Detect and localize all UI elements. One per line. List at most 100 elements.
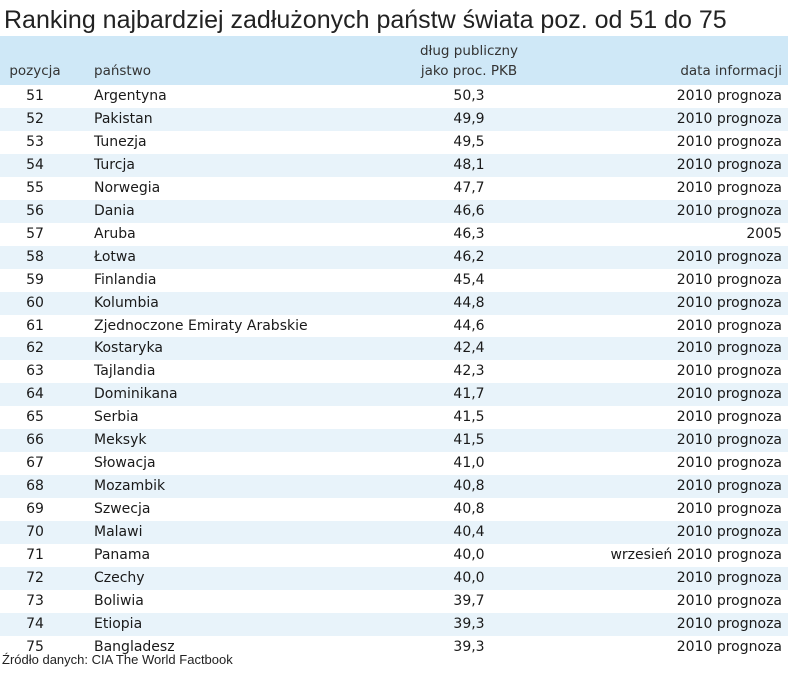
cell-debt: 49,5 <box>376 130 562 154</box>
cell-date: 2010 prognoza <box>562 314 788 338</box>
cell-country: Kolumbia <box>70 291 376 315</box>
table-row: 57 Aruba 46,3 2005 <box>0 222 788 246</box>
cell-debt: 39,3 <box>376 635 562 659</box>
cell-date: 2010 prognoza <box>562 589 788 613</box>
table-row: 53 Tunezja 49,5 2010 prognoza <box>0 130 788 154</box>
column-header-debt-line1: dług publiczny <box>419 43 519 59</box>
cell-date: 2010 prognoza <box>562 199 788 223</box>
table-row: 74 Etiopia 39,3 2010 prognoza <box>0 612 788 636</box>
cell-date: 2005 <box>562 222 788 246</box>
cell-debt: 39,3 <box>376 612 562 636</box>
column-header-debt: dług publiczny jako proc. PKB <box>376 36 562 85</box>
cell-debt: 41,7 <box>376 383 562 407</box>
column-header-position: pozycja <box>0 36 70 85</box>
table-row: 75 Bangladesz 39,3 2010 prognoza <box>0 635 788 659</box>
cell-debt: 39,7 <box>376 589 562 613</box>
cell-date: 2010 prognoza <box>562 498 788 522</box>
table-row: 54 Turcja 48,1 2010 prognoza <box>0 153 788 177</box>
cell-position: 69 <box>0 498 70 522</box>
cell-date: 2010 prognoza <box>562 107 788 131</box>
cell-debt: 50,3 <box>376 85 562 108</box>
cell-position: 74 <box>0 612 70 636</box>
cell-position: 60 <box>0 291 70 315</box>
table-row: 60 Kolumbia 44,8 2010 prognoza <box>0 291 788 315</box>
cell-country: Boliwia <box>70 589 376 613</box>
cell-date: 2010 prognoza <box>562 452 788 476</box>
cell-date: 2010 prognoza <box>562 612 788 636</box>
cell-debt: 40,0 <box>376 567 562 590</box>
cell-date: 2010 prognoza <box>562 635 788 659</box>
cell-date: 2010 prognoza <box>562 429 788 453</box>
cell-position: 68 <box>0 475 70 499</box>
cell-date: 2010 prognoza <box>562 337 788 361</box>
cell-date: 2010 prognoza <box>562 176 788 200</box>
table-row: 58 Łotwa 46,2 2010 prognoza <box>0 245 788 269</box>
cell-country: Tajlandia <box>70 360 376 384</box>
cell-date: wrzesień 2010 prognoza <box>562 544 788 568</box>
cell-position: 75 <box>0 635 70 659</box>
cell-position: 58 <box>0 245 70 269</box>
column-header-country: państwo <box>70 36 376 85</box>
cell-position: 72 <box>0 567 70 590</box>
cell-date: 2010 prognoza <box>562 475 788 499</box>
ranking-table: pozycja państwo dług publiczny jako proc.… <box>0 36 788 659</box>
table-row: 68 Mozambik 40,8 2010 prognoza <box>0 475 788 499</box>
cell-country: Etiopia <box>70 612 376 636</box>
table-row: 55 Norwegia 47,7 2010 prognoza <box>0 176 788 200</box>
cell-country: Dania <box>70 199 376 223</box>
cell-debt: 46,3 <box>376 222 562 246</box>
cell-country: Czechy <box>70 567 376 590</box>
cell-country: Łotwa <box>70 245 376 269</box>
table-row: 61 Zjednoczone Emiraty Arabskie 44,6 2010 p… <box>0 314 788 338</box>
cell-country: Mozambik <box>70 475 376 499</box>
cell-debt: 45,4 <box>376 268 562 292</box>
cell-position: 52 <box>0 107 70 131</box>
cell-debt: 41,5 <box>376 429 562 453</box>
table-row: 66 Meksyk 41,5 2010 prognoza <box>0 429 788 453</box>
cell-debt: 40,8 <box>376 498 562 522</box>
cell-position: 64 <box>0 383 70 407</box>
cell-debt: 41,0 <box>376 452 562 476</box>
cell-debt: 44,6 <box>376 314 562 338</box>
cell-debt: 46,6 <box>376 199 562 223</box>
cell-country: Aruba <box>70 222 376 246</box>
table-row: 70 Malawi 40,4 2010 prognoza <box>0 521 788 545</box>
cell-debt: 49,9 <box>376 107 562 131</box>
cell-country: Kostaryka <box>70 337 376 361</box>
table-row: 69 Szwecja 40,8 2010 prognoza <box>0 498 788 522</box>
cell-debt: 47,7 <box>376 176 562 200</box>
table-row: 51 Argentyna 50,3 2010 prognoza <box>0 85 788 108</box>
column-header-date: data informacji <box>562 36 788 85</box>
table-row: 73 Boliwia 39,7 2010 prognoza <box>0 589 788 613</box>
cell-country: Turcja <box>70 153 376 177</box>
cell-date: 2010 prognoza <box>562 245 788 269</box>
cell-country: Pakistan <box>70 107 376 131</box>
cell-position: 71 <box>0 544 70 568</box>
cell-position: 65 <box>0 406 70 430</box>
cell-country: Norwegia <box>70 176 376 200</box>
cell-debt: 46,2 <box>376 245 562 269</box>
cell-position: 67 <box>0 452 70 476</box>
cell-country: Panama <box>70 544 376 568</box>
cell-country: Zjednoczone Emiraty Arabskie <box>70 314 376 338</box>
cell-date: 2010 prognoza <box>562 383 788 407</box>
cell-position: 59 <box>0 268 70 292</box>
table-row: 59 Finlandia 45,4 2010 prognoza <box>0 268 788 292</box>
cell-debt: 40,0 <box>376 544 562 568</box>
cell-debt: 48,1 <box>376 153 562 177</box>
cell-country: Malawi <box>70 521 376 545</box>
cell-country: Finlandia <box>70 268 376 292</box>
cell-position: 57 <box>0 222 70 246</box>
table-header-row: pozycja państwo dług publiczny jako proc.… <box>0 36 788 85</box>
cell-date: 2010 prognoza <box>562 85 788 108</box>
cell-debt: 42,4 <box>376 337 562 361</box>
cell-country: Bangladesz <box>70 635 376 659</box>
cell-position: 63 <box>0 360 70 384</box>
cell-position: 51 <box>0 85 70 108</box>
cell-debt: 42,3 <box>376 360 562 384</box>
cell-date: 2010 prognoza <box>562 130 788 154</box>
cell-position: 70 <box>0 521 70 545</box>
column-header-debt-line2: jako proc. PKB <box>420 63 518 79</box>
source-note: Źródło danych: CIA The World Factbook <box>2 652 233 667</box>
table-row: 72 Czechy 40,0 2010 prognoza <box>0 567 788 590</box>
